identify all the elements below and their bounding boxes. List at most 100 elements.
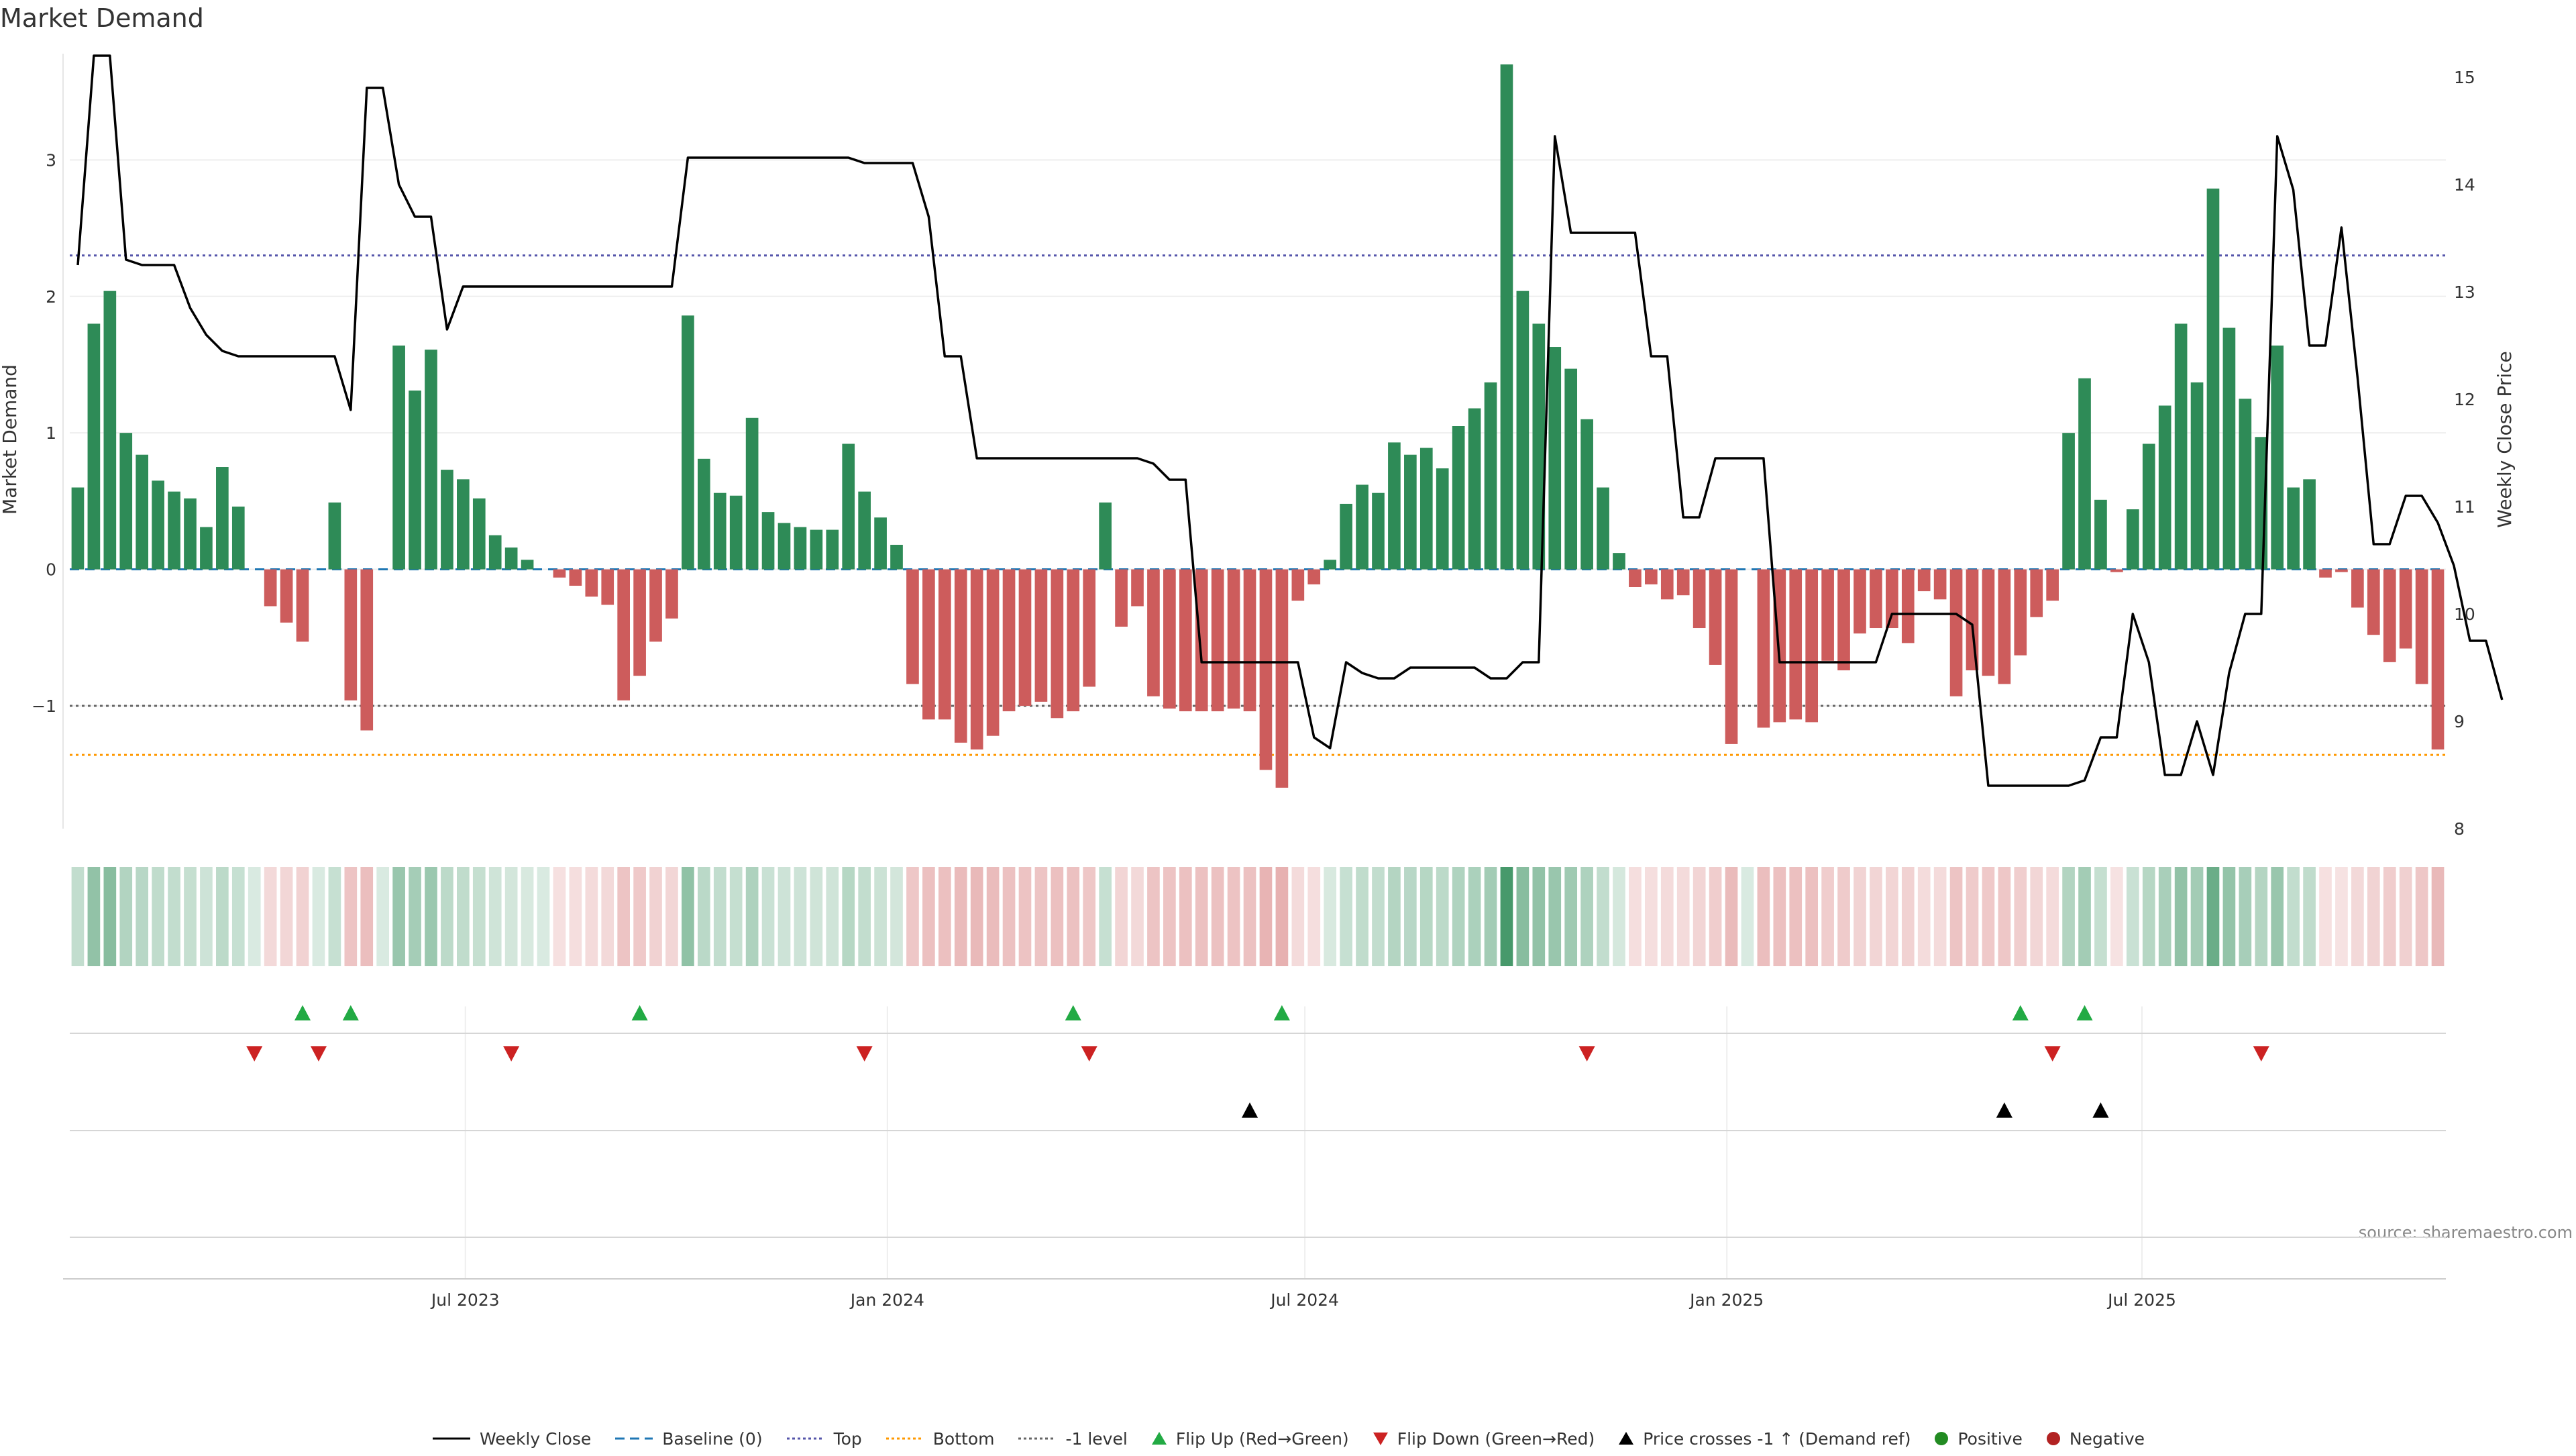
demand-bar <box>1372 493 1385 570</box>
demand-bar <box>1212 570 1224 712</box>
demand-bar <box>136 455 148 570</box>
heat-cell <box>1661 867 1674 966</box>
demand-bar <box>1388 442 1401 569</box>
heat-cell <box>2351 867 2364 966</box>
legend-item-bottom: Bottom <box>885 1429 995 1449</box>
flip-down-marker <box>2045 1046 2061 1061</box>
demand-bar <box>955 570 967 743</box>
heat-cell <box>1870 867 1882 966</box>
demand-bar <box>1677 570 1690 596</box>
x-tick-label: Jan 2025 <box>1688 1290 1764 1310</box>
heat-cell <box>360 867 373 966</box>
demand-bar <box>441 470 453 569</box>
heat-cell <box>553 867 566 966</box>
heat-cell <box>473 867 486 966</box>
demand-bar <box>2191 382 2204 570</box>
demand-bar <box>1661 570 1674 600</box>
demand-bar <box>1982 570 1995 676</box>
triangle-down-icon <box>1372 1431 1389 1447</box>
demand-bar <box>762 512 775 569</box>
demand-bar <box>553 570 566 578</box>
demand-bar <box>360 570 373 731</box>
demand-bar <box>794 527 807 570</box>
dotted-line-icon <box>786 1432 826 1445</box>
demand-bar <box>1099 503 1112 570</box>
demand-bar <box>473 499 486 570</box>
demand-bar <box>168 492 180 570</box>
heat-cell <box>344 867 357 966</box>
demand-bar <box>2014 570 2027 656</box>
flip-down-marker <box>857 1046 873 1061</box>
heat-cell <box>1886 867 1898 966</box>
heat-cell <box>409 867 421 966</box>
heat-cell <box>2078 867 2091 966</box>
demand-bar <box>409 391 421 569</box>
solid-line-icon <box>431 1432 472 1445</box>
legend-item-flip-up: Flip Up (Red→Green) <box>1150 1429 1349 1449</box>
demand-bar <box>1821 570 1834 661</box>
demand-bar <box>698 459 710 570</box>
demand-bar <box>1886 570 1898 628</box>
flip-up-marker <box>2012 1005 2029 1021</box>
heat-cell <box>1404 867 1417 966</box>
x-tick-label: Jul 2023 <box>430 1290 500 1310</box>
legend-label: Bottom <box>933 1429 995 1449</box>
demand-bar <box>1564 369 1577 570</box>
heat-cell <box>2110 867 2123 966</box>
heat-cell <box>1291 867 1304 966</box>
heat-cell <box>570 867 582 966</box>
heat-cell <box>1966 867 1979 966</box>
demand-bar <box>1966 570 1979 671</box>
heat-cell <box>136 867 148 966</box>
demand-bar <box>1003 570 1016 712</box>
demand-bar <box>2207 189 2220 569</box>
demand-bar <box>1934 570 1947 600</box>
demand-bar <box>2175 323 2188 569</box>
demand-bar <box>1645 570 1658 584</box>
demand-bar <box>826 530 839 570</box>
heat-cell <box>248 867 261 966</box>
demand-bar <box>392 346 405 570</box>
legend-item-minus-one: -1 level <box>1017 1429 1127 1449</box>
demand-bar <box>1163 570 1176 709</box>
demand-bar <box>906 570 919 684</box>
heat-cell <box>794 867 807 966</box>
heat-cell <box>1228 867 1240 966</box>
heat-cell <box>1629 867 1642 966</box>
demand-bar <box>505 548 518 570</box>
heat-cell <box>649 867 662 966</box>
heat-cell <box>119 867 132 966</box>
heat-cell <box>2223 867 2236 966</box>
demand-bar <box>1580 419 1593 570</box>
heat-cell <box>72 867 85 966</box>
demand-bar <box>2400 570 2412 649</box>
x-tick-label: Jul 2024 <box>1269 1290 1339 1310</box>
demand-bar <box>1485 382 1497 570</box>
triangle-up-icon <box>1150 1431 1168 1447</box>
heat-cell <box>938 867 951 966</box>
chart-legend: Weekly Close Baseline (0) Top Bottom -1 … <box>0 1421 2576 1456</box>
heat-cell <box>103 867 116 966</box>
heat-cell <box>1517 867 1529 966</box>
demand-bar <box>1324 560 1336 569</box>
heat-cell <box>1307 867 1320 966</box>
demand-bar <box>617 570 630 700</box>
demand-bar <box>119 433 132 569</box>
heat-cell <box>1789 867 1802 966</box>
heat-cell <box>1372 867 1385 966</box>
heat-cell <box>2127 867 2139 966</box>
x-tick-label: Jul 2025 <box>2106 1290 2176 1310</box>
dashed-line-icon <box>614 1432 654 1445</box>
heat-cell <box>2432 867 2445 966</box>
event-markers <box>70 1005 2446 1237</box>
demand-bar <box>649 570 662 642</box>
heat-cell <box>1982 867 1995 966</box>
heat-cell <box>184 867 197 966</box>
heat-cell <box>890 867 903 966</box>
legend-label: Negative <box>2070 1429 2145 1449</box>
demand-bar <box>329 503 341 570</box>
demand-bar <box>2432 570 2445 749</box>
demand-bar <box>2046 570 2059 601</box>
heat-cell <box>1725 867 1738 966</box>
heat-cell <box>922 867 935 966</box>
